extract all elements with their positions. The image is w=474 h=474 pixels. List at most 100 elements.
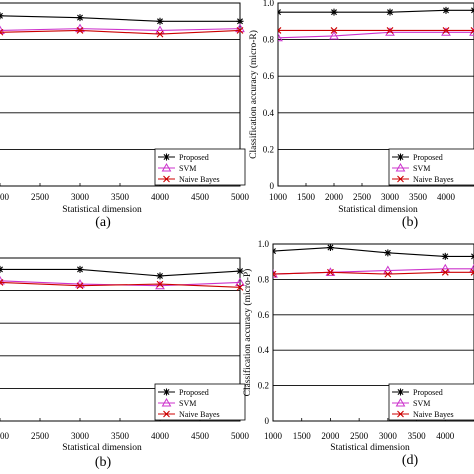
- subfigure-label: (a): [95, 215, 111, 230]
- marker-point: [76, 282, 84, 290]
- legend: Proposed SVM Naive Bayes: [154, 148, 246, 186]
- x-tick-label: 2000: [0, 431, 10, 441]
- marker-point: [395, 162, 406, 172]
- plot-frame: [272, 243, 474, 422]
- marker-point: [236, 27, 244, 34]
- chart-panel-2: 1000 1500 2000 2500 3000 3500 4000 0 0.2 0.4 0.6 0.…: [248, 0, 474, 230]
- marker-point: [327, 268, 334, 276]
- legend-label: SVM: [179, 164, 196, 173]
- marker-point: [156, 280, 164, 288]
- marker-point: [236, 17, 244, 25]
- legend-label: Proposed: [413, 388, 443, 397]
- marker-point: [397, 153, 404, 161]
- legend-label: Naive Bayes: [413, 175, 454, 184]
- x-tick-label: 2000: [325, 192, 344, 202]
- marker-point: [397, 175, 404, 183]
- marker-point: [161, 397, 172, 407]
- legend-label: Naive Bayes: [413, 410, 454, 419]
- series-line: [0, 28, 241, 32]
- marker-point: [76, 265, 84, 273]
- x-tick-label: 3000: [379, 431, 398, 441]
- y-tick-label: 1.0: [258, 239, 270, 249]
- marker-point: [470, 6, 474, 14]
- series-line: [278, 31, 474, 39]
- x-tick-label: 3500: [408, 431, 427, 441]
- marker-point: [278, 8, 282, 16]
- x-tick-label: 1000: [264, 431, 283, 441]
- marker-point: [161, 162, 172, 172]
- x-tick-label: 4000: [151, 192, 170, 202]
- x-tick-label: 1500: [293, 431, 312, 441]
- x-tick-label: 4000: [151, 431, 170, 441]
- x-axis-label: Statistical dimension: [62, 205, 142, 215]
- y-axis-label: Classification accuracy (micro-P): [242, 269, 253, 397]
- marker-point: [395, 397, 406, 407]
- series-line: [0, 268, 241, 277]
- legend-label: Proposed: [179, 153, 209, 162]
- marker-point: [236, 283, 244, 291]
- y-tick-label: 0.8: [258, 274, 270, 284]
- x-tick-label: 4000: [437, 192, 456, 202]
- subfigure-label: (b): [95, 455, 112, 470]
- marker-point: [235, 277, 245, 286]
- y-tick-label: 0.4: [258, 345, 270, 355]
- marker-point: [76, 27, 84, 34]
- series-group: [278, 6, 474, 42]
- marker-point: [163, 410, 170, 418]
- marker-point: [386, 8, 394, 16]
- y-tick-label: 1.0: [263, 0, 275, 8]
- marker-point: [330, 8, 338, 16]
- legend-label: Naive Bayes: [179, 410, 220, 419]
- marker-point: [384, 249, 392, 257]
- marker-point: [278, 27, 282, 34]
- x-tick-label: 2500: [353, 192, 372, 202]
- marker-point: [470, 268, 474, 276]
- marker-point: [155, 280, 165, 290]
- x-tick-label: 2500: [31, 431, 50, 441]
- x-axis-label: Statistical dimension: [62, 443, 142, 453]
- marker-point: [76, 14, 84, 22]
- marker-point: [384, 270, 392, 278]
- marker-point: [441, 252, 449, 260]
- marker-point: [441, 268, 449, 276]
- y-tick-label: 0: [270, 181, 275, 191]
- marker-point: [386, 27, 394, 34]
- y-tick-label: 0: [265, 416, 270, 426]
- x-axis-label: Statistical dimension: [330, 443, 410, 453]
- y-tick-label: 0.6: [263, 71, 275, 81]
- x-tick-label: 3000: [71, 431, 90, 441]
- marker-point: [163, 388, 170, 396]
- series-line: [0, 15, 240, 22]
- marker-point: [397, 410, 404, 418]
- marker-point: [470, 27, 474, 34]
- series-line: [0, 281, 241, 288]
- x-tick-label: 2000: [321, 431, 340, 441]
- x-tick-label: 2000: [0, 192, 10, 202]
- x-tick-label: 1500: [297, 192, 316, 202]
- marker-point: [156, 30, 164, 38]
- marker-point: [156, 17, 164, 25]
- x-tick-label: 3500: [111, 192, 130, 202]
- legend-label: SVM: [179, 399, 196, 408]
- marker-point: [442, 6, 450, 14]
- x-axis-label: Statistical dimension: [338, 205, 418, 215]
- marker-point: [163, 175, 170, 183]
- chart-panel-1: 2000 2500 3000 3500 4000 4500 5000 Statistical …: [0, 2, 250, 230]
- legend: Proposed SVM Naive Bayes: [154, 383, 246, 421]
- series-group: [273, 244, 474, 278]
- x-tick-label: 4000: [436, 431, 455, 441]
- chart-panel-3: 2000 2500 3000 3500 4000 4500 5000 Statistical …: [0, 257, 250, 470]
- subfigure-label: (d): [402, 453, 419, 468]
- x-tick-label: 3000: [71, 192, 90, 202]
- x-tick-label: 1000: [269, 192, 288, 202]
- x-tick-label: 2500: [350, 431, 369, 441]
- marker-point: [326, 244, 334, 252]
- plot-frame: [277, 2, 474, 187]
- legend-label: SVM: [413, 399, 430, 408]
- legend-label: Proposed: [179, 388, 209, 397]
- marker-point: [0, 279, 4, 286]
- y-tick-label: 0.4: [263, 108, 275, 118]
- marker-point: [325, 267, 336, 276]
- marker-point: [470, 252, 474, 260]
